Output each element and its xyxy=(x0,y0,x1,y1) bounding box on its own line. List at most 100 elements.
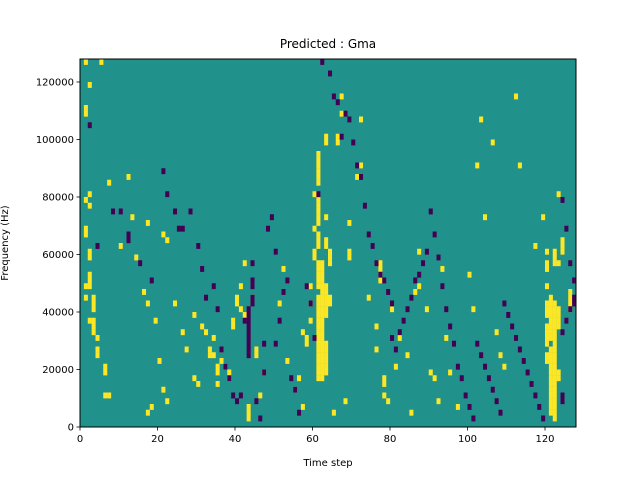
heatmap-cell-low xyxy=(390,300,395,307)
heatmap-cell-high xyxy=(316,271,321,278)
heatmap-cell-low xyxy=(246,352,251,359)
heatmap-cell-low xyxy=(246,317,251,324)
heatmap-cell-high xyxy=(471,306,476,313)
heatmap-cell-high xyxy=(316,237,321,244)
heatmap-cell-low xyxy=(250,294,255,301)
heatmap-cell-high xyxy=(328,260,333,267)
heatmap-cell-high xyxy=(320,340,325,347)
plot-area xyxy=(79,58,577,428)
heatmap-cell-high xyxy=(320,346,325,353)
heatmap-cell-high xyxy=(87,82,92,88)
heatmap-cell-high xyxy=(467,271,472,278)
heatmap-cell-low xyxy=(355,162,360,169)
heatmap-cell-high xyxy=(568,300,573,307)
heatmap-cell-high xyxy=(552,300,557,307)
heatmap-cell-high xyxy=(320,266,325,272)
heatmap-cell-high xyxy=(545,306,550,313)
heatmap-cell-low xyxy=(541,415,546,422)
heatmap-cell-low xyxy=(273,248,278,255)
heatmap-cell-high xyxy=(320,317,325,324)
heatmap-cell-high xyxy=(320,375,325,382)
heatmap-cell-high xyxy=(552,398,557,405)
heatmap-cell-high xyxy=(219,358,224,364)
heatmap-cell-high xyxy=(548,306,553,313)
heatmap-cell-low xyxy=(378,271,383,278)
heatmap-cell-high xyxy=(304,335,309,341)
heatmap-cell-high xyxy=(556,312,561,318)
heatmap-cell-high xyxy=(378,266,383,272)
heatmap-cell-low xyxy=(444,306,449,313)
heatmap-cell-high xyxy=(324,352,329,359)
heatmap-cell-high xyxy=(343,398,348,405)
heatmap-cell-high xyxy=(95,346,100,353)
heatmap-cell-high xyxy=(316,283,321,290)
heatmap-cell-high xyxy=(320,323,325,330)
heatmap-cell-low xyxy=(521,358,526,364)
heatmap-cell-high xyxy=(215,369,220,376)
heatmap-cell-high xyxy=(254,346,259,353)
heatmap-cell-low xyxy=(126,231,131,238)
heatmap-cell-low xyxy=(486,375,491,382)
x-tick-label: 40 xyxy=(229,434,242,445)
heatmap-cell-high xyxy=(320,277,325,284)
heatmap-cell-low xyxy=(238,392,243,399)
heatmap-cell-high xyxy=(552,329,557,336)
heatmap-cell-high xyxy=(552,415,557,422)
heatmap-cell-high xyxy=(560,237,565,244)
heatmap-cell-high xyxy=(87,202,92,209)
heatmap-cell-high xyxy=(316,214,321,221)
heatmap-cell-low xyxy=(432,231,437,238)
heatmap-cell-high xyxy=(355,174,360,180)
heatmap-cell-low xyxy=(200,266,205,272)
heatmap-cell-low xyxy=(289,375,294,382)
heatmap-cell-low xyxy=(463,392,468,399)
heatmap-cell-low xyxy=(165,191,170,198)
heatmap-cell-high xyxy=(145,300,150,307)
heatmap-cell-high xyxy=(552,363,557,370)
heatmap-cell-high xyxy=(448,369,453,376)
heatmap-cell-high xyxy=(161,386,166,393)
heatmap-cell-high xyxy=(316,179,321,186)
heatmap-cell-high xyxy=(382,375,387,382)
heatmap-cell-high xyxy=(545,260,550,267)
heatmap-cell-high xyxy=(149,404,154,410)
heatmap-cell-high xyxy=(324,139,329,146)
heatmap-cell-high xyxy=(281,266,286,272)
heatmap-cell-high xyxy=(235,300,240,307)
heatmap-cell-low xyxy=(452,340,457,347)
heatmap-cell-high xyxy=(502,363,507,370)
heatmap-cell-high xyxy=(517,162,522,169)
heatmap-cell-high xyxy=(556,323,561,330)
heatmap-cell-low xyxy=(471,415,476,422)
heatmap-cell-high xyxy=(552,381,557,387)
heatmap-cell-high xyxy=(99,59,104,65)
heatmap-cell-high xyxy=(316,156,321,163)
heatmap-cell-high xyxy=(316,363,321,370)
heatmap-cell-high xyxy=(316,202,321,209)
heatmap-cell-low xyxy=(111,208,116,215)
heatmap-cell-low xyxy=(138,260,143,267)
heatmap-cell-high xyxy=(320,363,325,370)
heatmap-cell-high xyxy=(545,323,550,330)
heatmap-cell-high xyxy=(552,335,557,341)
heatmap-cell-high xyxy=(545,329,550,336)
heatmap-cell-high xyxy=(548,323,553,330)
heatmap-cell-high xyxy=(548,317,553,324)
heatmap-cell-high xyxy=(83,105,88,111)
heatmap-cell-high xyxy=(316,260,321,267)
heatmap-cell-high xyxy=(165,398,170,405)
heatmap-cell-high xyxy=(390,306,395,313)
heatmap-cell-low xyxy=(227,375,232,382)
x-tick-label: 100 xyxy=(458,434,477,445)
heatmap-cell-high xyxy=(316,277,321,284)
heatmap-cell-high xyxy=(316,266,321,272)
y-axis: 0 20000 40000 60000 80000 100000 120000 xyxy=(36,78,80,434)
heatmap-cell-high xyxy=(231,323,236,330)
heatmap-cell-low xyxy=(204,294,209,301)
heatmap-cell-low xyxy=(297,409,302,416)
heatmap-cell-low xyxy=(273,340,278,347)
heatmap-cell-low xyxy=(246,340,251,347)
heatmap-cell-high xyxy=(455,404,460,410)
heatmap-cell-high xyxy=(556,191,561,198)
x-tick-label: 0 xyxy=(77,434,83,445)
